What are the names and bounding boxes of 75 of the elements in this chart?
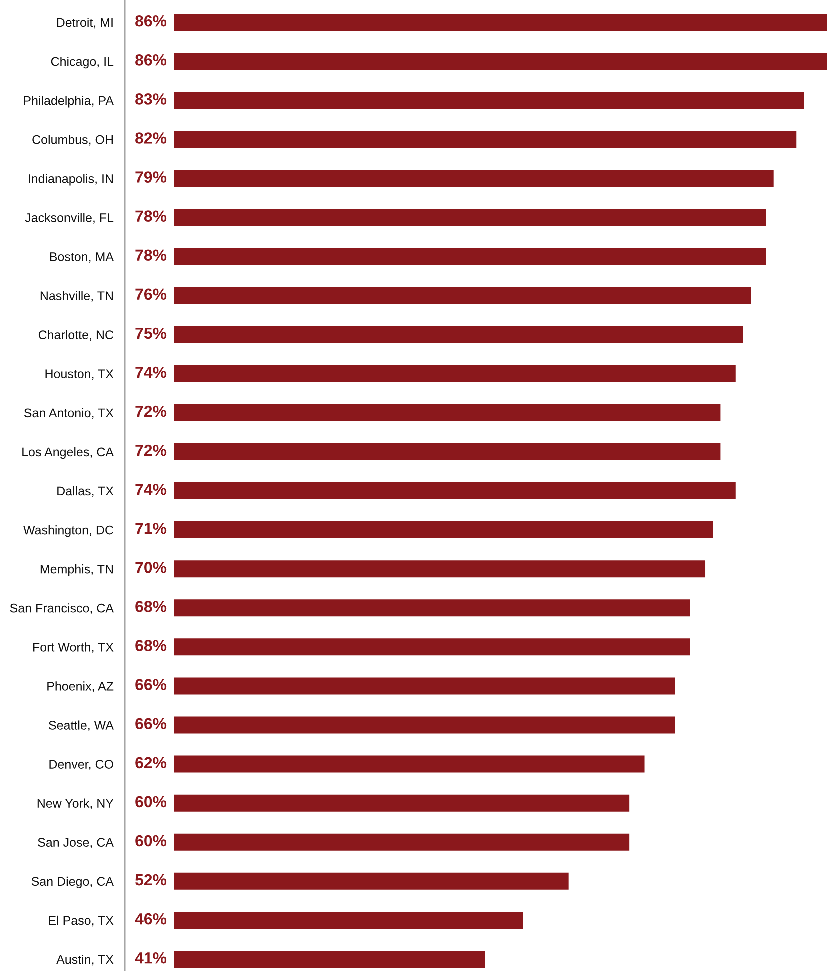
bar: [174, 951, 486, 968]
y-tick-label: Memphis, TN: [40, 564, 113, 576]
data-label: 62%: [136, 757, 167, 769]
bar: [174, 912, 524, 929]
y-tick-label: El Paso, TX: [49, 916, 114, 927]
bar: [174, 522, 714, 539]
bar: [174, 53, 827, 70]
y-tick-label: Nashville, TN: [40, 291, 113, 302]
data-label: 46%: [135, 913, 167, 925]
data-label: 52%: [136, 874, 167, 886]
bar: [174, 248, 766, 266]
y-tick-label: Austin, TX: [56, 954, 114, 966]
y-tick-label: Boston, MA: [50, 252, 114, 263]
data-label: 74%: [136, 484, 167, 496]
data-label: 60%: [136, 796, 167, 808]
data-label: 76%: [136, 288, 167, 300]
y-tick-label: Chicago, IL: [51, 57, 114, 69]
data-label: 68%: [136, 601, 167, 612]
data-label: 66%: [136, 718, 167, 730]
data-label: 71%: [136, 523, 167, 534]
y-tick-label: Los Angeles, CA: [22, 447, 114, 460]
y-tick-label: Denver, CO: [50, 760, 114, 770]
bar: [174, 209, 766, 226]
y-tick-label: San Francisco, CA: [10, 604, 114, 614]
y-tick-label: New York, NY: [38, 798, 114, 810]
y-tick-label: Houston, TX: [46, 370, 114, 380]
bar: [174, 600, 690, 617]
data-label: 72%: [136, 406, 167, 418]
data-label: 72%: [136, 444, 167, 456]
y-tick-label: Indianapolis, IN: [28, 174, 113, 186]
data-label: 78%: [136, 210, 167, 222]
bar: [174, 834, 630, 851]
y-tick-label: Detroit, MI: [57, 18, 113, 29]
bar: [174, 678, 676, 695]
bar: [174, 482, 736, 500]
data-label: 82%: [136, 132, 167, 144]
bar: [174, 14, 827, 31]
y-tick-label: Dallas, TX: [58, 486, 114, 498]
bar: [174, 404, 721, 422]
bar: [174, 443, 721, 460]
y-tick-label: San Antonio, TX: [24, 408, 114, 420]
data-label: 79%: [136, 172, 167, 183]
data-label: 83%: [136, 94, 167, 105]
bar: [174, 716, 676, 734]
data-label: 68%: [136, 640, 167, 652]
y-tick-label: Philadelphia, PA: [24, 96, 114, 108]
data-label: 86%: [136, 54, 167, 66]
data-label: 75%: [136, 328, 167, 340]
bar: [174, 794, 630, 812]
bar: [174, 326, 744, 344]
y-tick-label: San Diego, CA: [32, 876, 114, 889]
data-label: 86%: [136, 15, 167, 27]
data-label: 78%: [136, 250, 167, 262]
y-tick-label: San Jose, CA: [38, 838, 114, 849]
y-tick-label: Phoenix, AZ: [48, 682, 114, 692]
y-tick-label: Jacksonville, FL: [25, 213, 114, 224]
data-label: 70%: [136, 562, 167, 574]
y-tick-label: Columbus, OH: [32, 135, 113, 146]
data-label: 74%: [136, 366, 167, 378]
bar: [174, 638, 690, 656]
data-label: 66%: [136, 679, 167, 690]
y-tick-label: Seattle, WA: [49, 720, 114, 732]
y-tick-label: Charlotte, NC: [38, 330, 114, 341]
y-tick-label: Washington, DC: [24, 526, 114, 538]
data-label: 41%: [135, 952, 167, 964]
bar: [174, 170, 774, 188]
bar: [174, 287, 752, 304]
bar: [174, 92, 804, 110]
bar: [174, 756, 645, 773]
bar: [174, 131, 797, 148]
data-label: 60%: [136, 835, 167, 847]
bar: [174, 872, 569, 890]
bar: [174, 365, 736, 382]
bar: [174, 560, 706, 578]
y-tick-label: Fort Worth, TX: [34, 642, 114, 654]
